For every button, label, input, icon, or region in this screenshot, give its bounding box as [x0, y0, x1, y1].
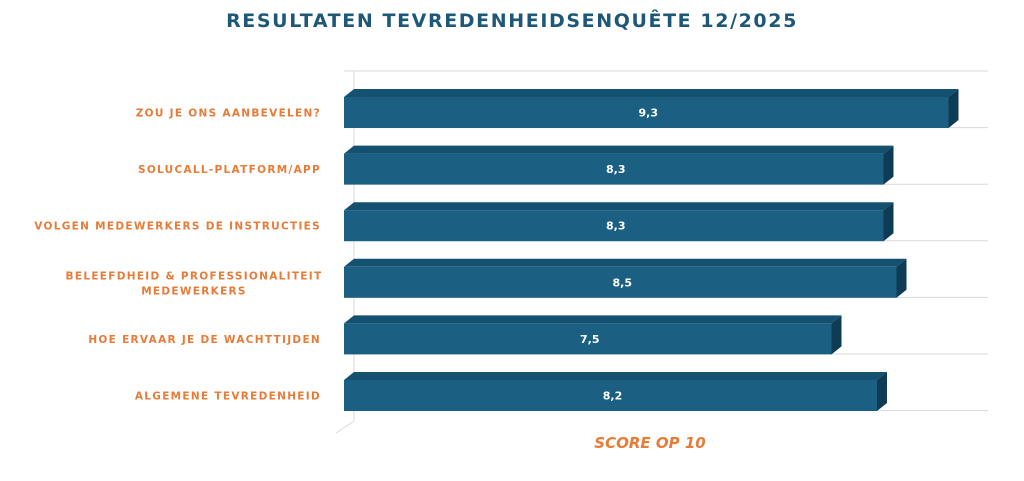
bar-side-face — [896, 258, 907, 298]
bars: 9,3 8,3 8,3 8,5 7,5 8,2 — [344, 89, 959, 411]
data-label: 8,3 — [606, 220, 626, 233]
bar-top-face — [344, 89, 959, 97]
bar-top-face — [344, 315, 842, 324]
data-label: 8,3 — [606, 163, 626, 176]
chart-title: RESULTATEN TEVREDENHEIDSENQUÊTE 12/2025 — [226, 10, 798, 32]
bar — [344, 380, 877, 411]
bar-side-face — [883, 145, 894, 185]
data-label: 9,3 — [639, 107, 659, 120]
bar-top-face — [344, 372, 887, 380]
category-label: ZOU JE ONS AANBEVELEN? — [136, 108, 321, 120]
bar — [344, 266, 897, 298]
bar-top-face — [344, 202, 894, 211]
category-label: HOE ERVAAR JE DE WACHTTIJDEN — [88, 334, 321, 346]
category-label: SOLUCALL-PLATFORM/APP — [138, 164, 321, 176]
category-label: VOLGEN MEDEWERKERS DE INSTRUCTIES — [34, 221, 321, 233]
category-label: MEDEWERKERS — [141, 285, 247, 297]
category-label: ALGEMENE TEVREDENHEID — [135, 391, 321, 403]
category-label: BELEEFDHEID & PROFESSIONALITEIT — [66, 270, 323, 282]
bar — [344, 323, 832, 355]
category-labels: ZOU JE ONS AANBEVELEN? SOLUCALL-PLATFORM/… — [34, 108, 323, 403]
bar-side-face — [877, 372, 887, 411]
bar-top-face — [344, 145, 894, 154]
bar-side-face — [948, 89, 959, 128]
bar — [344, 97, 949, 128]
axis-line — [335, 420, 355, 434]
bar-side-face — [883, 202, 894, 242]
data-label: 8,2 — [603, 390, 623, 403]
bar-top-face — [344, 258, 907, 267]
data-label: 7,5 — [580, 333, 600, 346]
bar-side-face — [831, 315, 842, 355]
bar — [344, 210, 884, 242]
data-label: 8,5 — [613, 276, 633, 289]
x-axis-title: SCORE OP 10 — [594, 434, 706, 452]
bar — [344, 153, 884, 185]
